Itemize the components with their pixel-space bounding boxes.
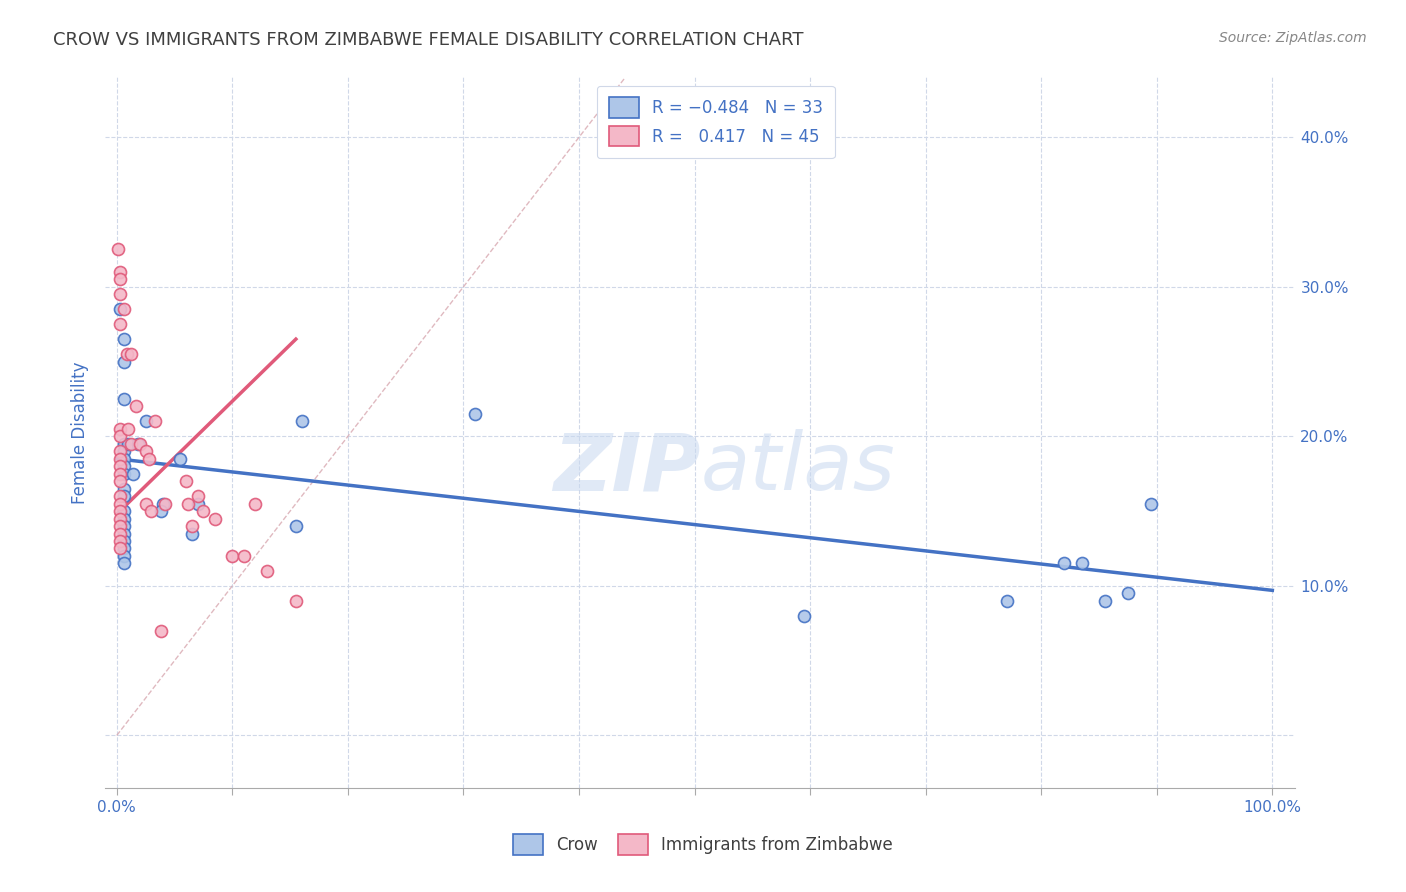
Point	[120, 347, 142, 361]
Point	[112, 302, 135, 317]
Point	[149, 624, 172, 638]
Point	[128, 437, 150, 451]
Point	[110, 444, 132, 458]
Legend: Crow, Immigrants from Zimbabwe: Crow, Immigrants from Zimbabwe	[506, 828, 900, 862]
Point	[112, 459, 135, 474]
Point	[187, 489, 209, 503]
Point	[1094, 594, 1116, 608]
Legend: R = −0.484   N = 33, R =   0.417   N = 45: R = −0.484 N = 33, R = 0.417 N = 45	[598, 86, 835, 158]
Text: ZIP: ZIP	[553, 429, 700, 508]
Y-axis label: Female Disability: Female Disability	[72, 361, 89, 504]
Point	[112, 557, 135, 571]
Point	[110, 451, 132, 466]
Point	[112, 437, 135, 451]
Point	[143, 414, 166, 428]
Point	[110, 526, 132, 541]
Point	[120, 437, 142, 451]
Point	[112, 354, 135, 368]
Text: atlas: atlas	[700, 429, 896, 508]
Point	[174, 474, 197, 488]
Point	[110, 534, 132, 549]
Point	[152, 497, 174, 511]
Point	[180, 526, 202, 541]
Point	[169, 451, 191, 466]
Point	[110, 497, 132, 511]
Point	[110, 541, 132, 556]
Point	[107, 243, 129, 257]
Point	[110, 459, 132, 474]
Point	[135, 414, 157, 428]
Point	[256, 564, 278, 578]
Point	[221, 549, 243, 563]
Point	[112, 444, 135, 458]
Point	[141, 504, 163, 518]
Point	[112, 511, 135, 525]
Point	[187, 497, 209, 511]
Point	[112, 482, 135, 496]
Point	[110, 317, 132, 331]
Point	[110, 429, 132, 443]
Point	[112, 534, 135, 549]
Point	[112, 541, 135, 556]
Point	[112, 467, 135, 481]
Point	[155, 497, 177, 511]
Point	[127, 437, 149, 451]
Point	[122, 467, 145, 481]
Point	[284, 519, 307, 533]
Point	[112, 504, 135, 518]
Point	[1070, 557, 1092, 571]
Point	[112, 526, 135, 541]
Point	[110, 474, 132, 488]
Point	[245, 497, 267, 511]
Point	[117, 422, 139, 436]
Point	[110, 287, 132, 301]
Point	[112, 549, 135, 563]
Point	[110, 265, 132, 279]
Point	[110, 504, 132, 518]
Point	[110, 272, 132, 286]
Point	[138, 451, 160, 466]
Point	[115, 347, 138, 361]
Point	[1053, 557, 1076, 571]
Point	[125, 400, 148, 414]
Point	[135, 444, 157, 458]
Point	[177, 497, 200, 511]
Point	[110, 467, 132, 481]
Point	[110, 519, 132, 533]
Point	[1140, 497, 1163, 511]
Point	[284, 594, 307, 608]
Point	[110, 302, 132, 317]
Point	[112, 392, 135, 406]
Point	[793, 608, 815, 623]
Point	[180, 519, 202, 533]
Point	[995, 594, 1018, 608]
Point	[232, 549, 254, 563]
Point	[464, 407, 486, 421]
Point	[112, 519, 135, 533]
Point	[110, 422, 132, 436]
Point	[291, 414, 314, 428]
Point	[193, 504, 215, 518]
Point	[112, 489, 135, 503]
Text: Source: ZipAtlas.com: Source: ZipAtlas.com	[1219, 31, 1367, 45]
Point	[204, 511, 226, 525]
Point	[110, 511, 132, 525]
Point	[112, 451, 135, 466]
Point	[135, 497, 157, 511]
Text: CROW VS IMMIGRANTS FROM ZIMBABWE FEMALE DISABILITY CORRELATION CHART: CROW VS IMMIGRANTS FROM ZIMBABWE FEMALE …	[53, 31, 804, 49]
Point	[112, 332, 135, 346]
Point	[1116, 586, 1139, 600]
Point	[149, 504, 172, 518]
Point	[117, 437, 139, 451]
Point	[110, 489, 132, 503]
